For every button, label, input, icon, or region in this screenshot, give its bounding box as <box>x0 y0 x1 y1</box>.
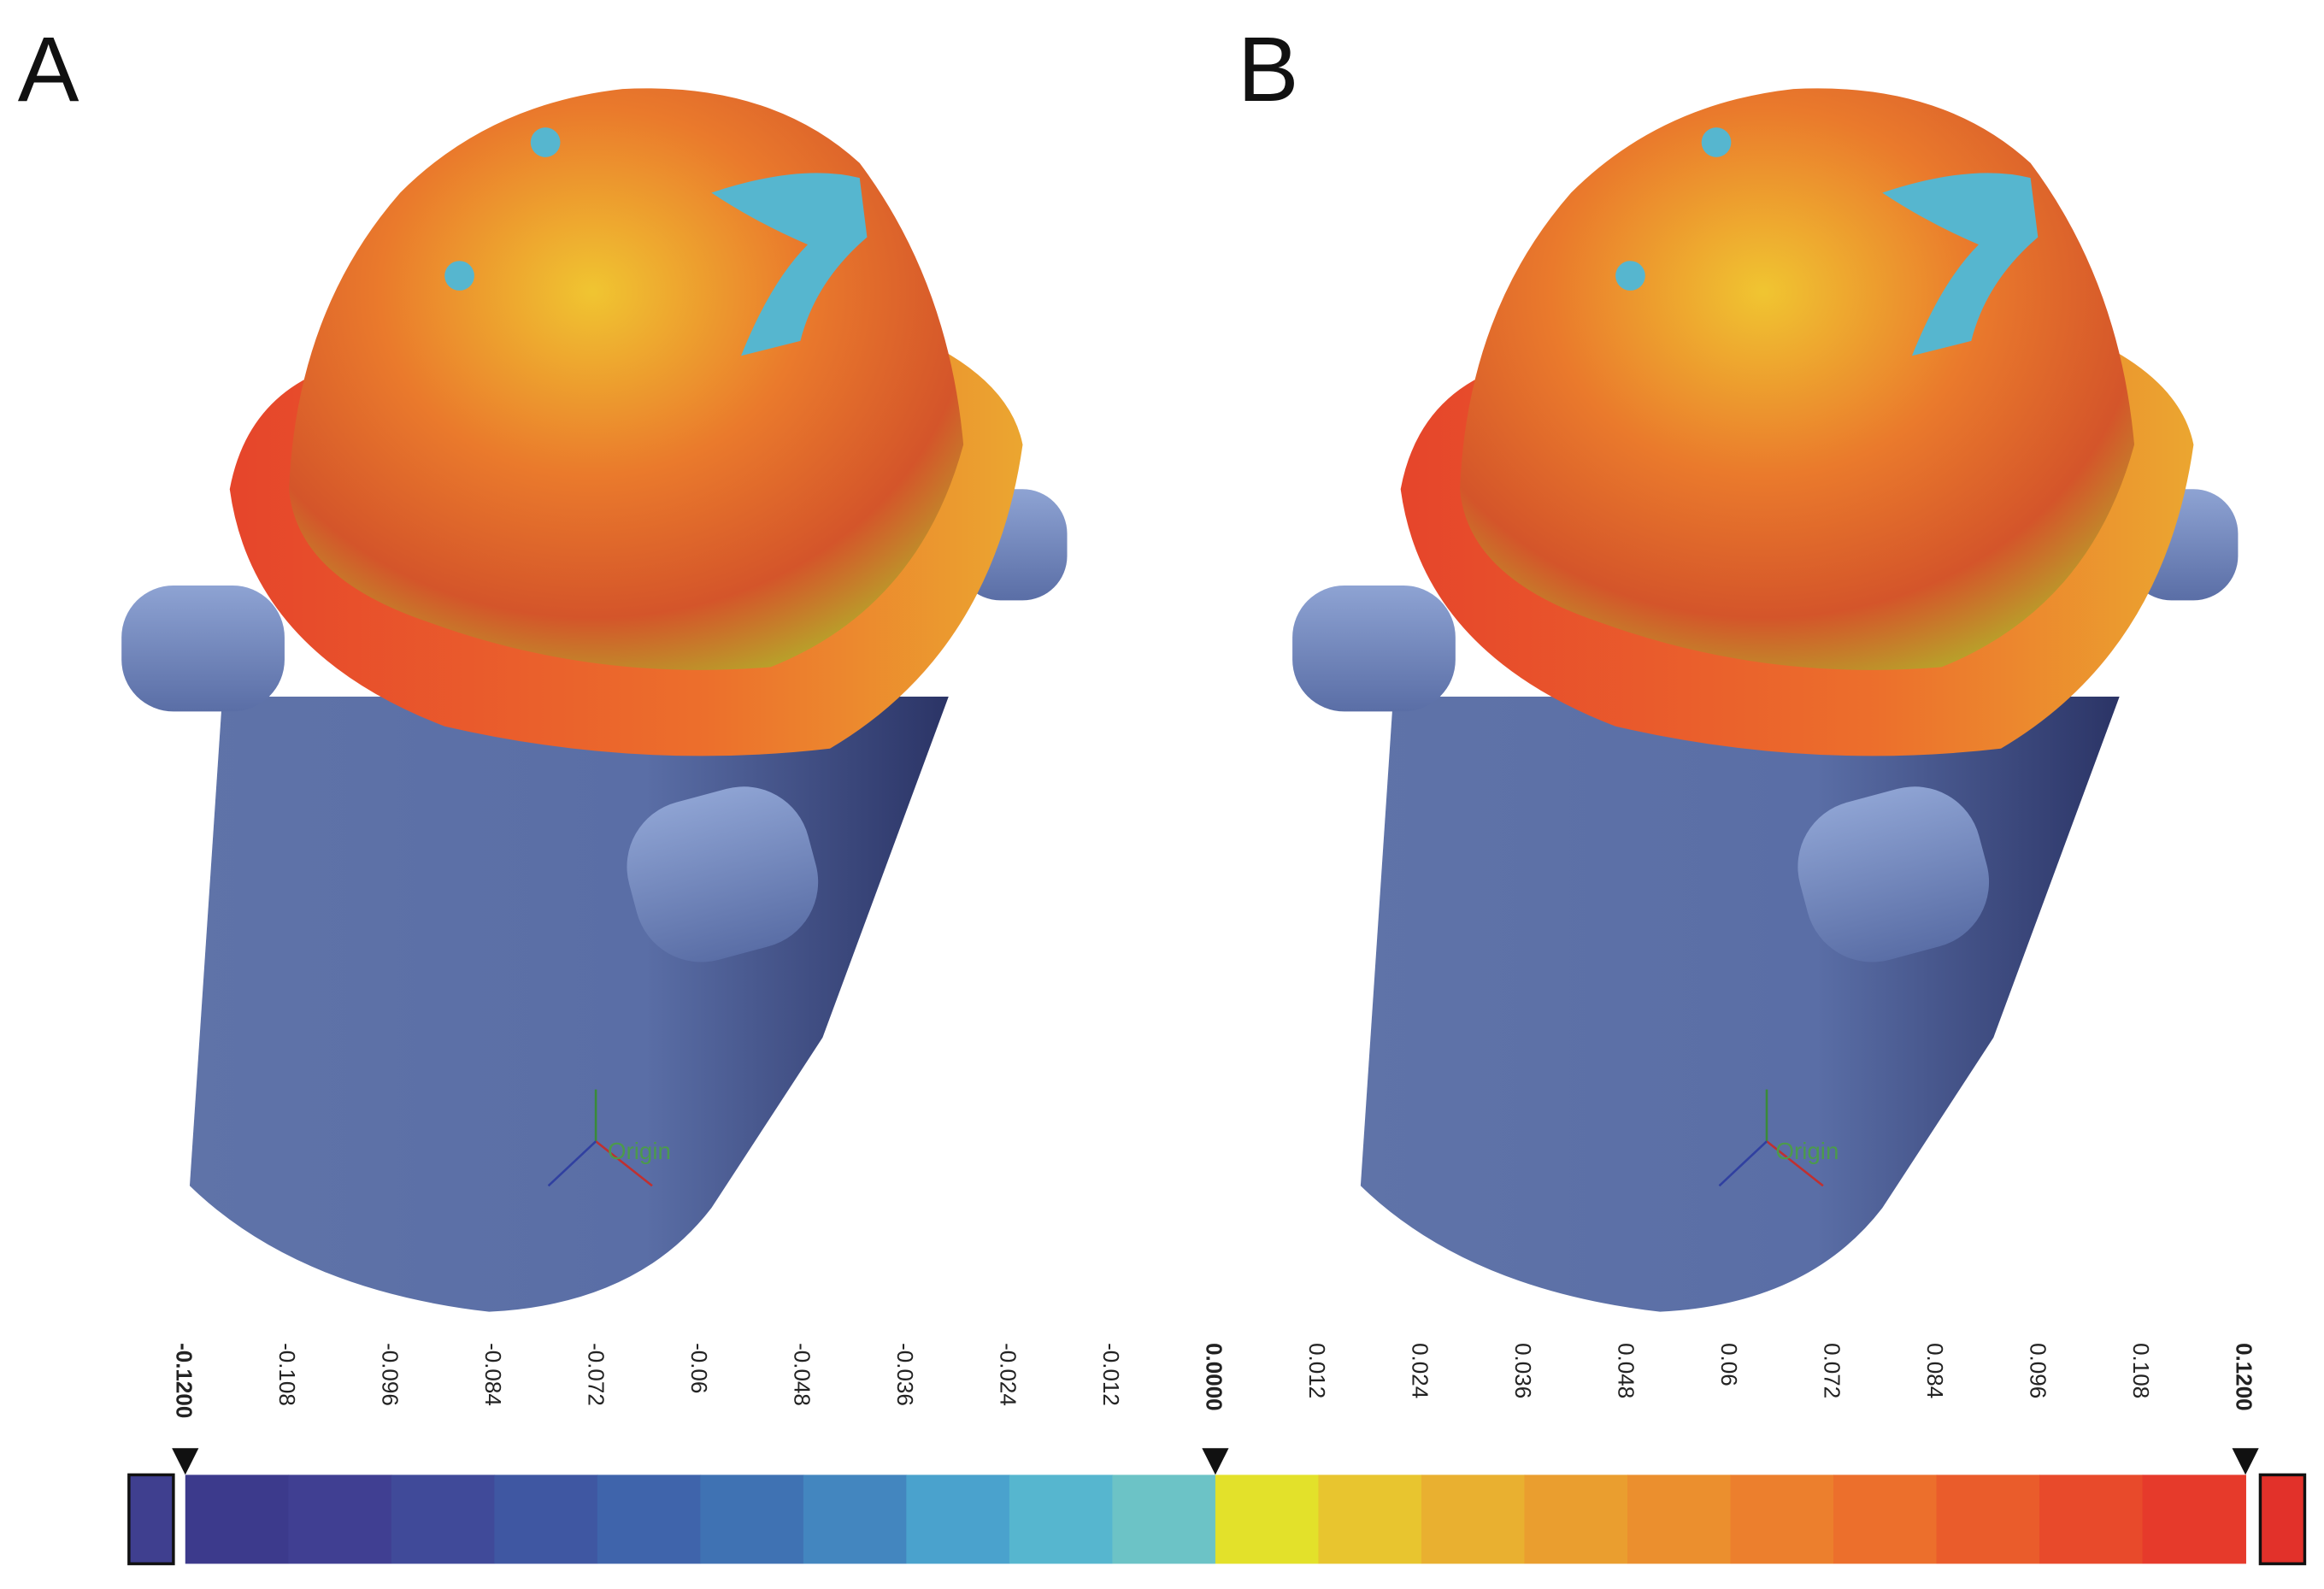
colorbar-segment <box>2039 1474 2144 1564</box>
colorbar-marker <box>172 1448 199 1475</box>
colorbar-segment <box>494 1474 598 1564</box>
colorbar-tick-label: -0.048 <box>789 1343 815 1406</box>
colorbar-tick-label: 0.1200 <box>2232 1343 2257 1411</box>
colorbar-segment <box>803 1474 908 1564</box>
colorbar-segment <box>1833 1474 1938 1564</box>
colorbar-tick-label: 0.108 <box>2128 1343 2154 1398</box>
colorbar-tick-label: -0.024 <box>995 1343 1021 1406</box>
colorbar-tick-label: 0.012 <box>1304 1343 1330 1398</box>
colorbar-segment <box>391 1474 496 1564</box>
colorbar-marker <box>1202 1448 1229 1475</box>
over-range-box <box>2258 1473 2307 1566</box>
colorbar-segment <box>906 1474 1010 1564</box>
colorbar-tick-label: -0.096 <box>377 1343 403 1406</box>
colorbar-segment <box>1936 1474 2040 1564</box>
panel-label: B <box>1238 18 1299 121</box>
colorbar-tick-label: -0.012 <box>1098 1343 1124 1406</box>
colorbar-tick-label: 0.024 <box>1408 1343 1433 1398</box>
colorbar-tick-label: 0.096 <box>2026 1343 2051 1398</box>
colorbar-tick-label: 0.084 <box>1922 1343 1948 1398</box>
colorbar-tick-label: 0.072 <box>1820 1343 1845 1398</box>
colorbar-segment <box>1215 1474 1320 1564</box>
colorbar-tick-label: -0.072 <box>583 1343 609 1406</box>
colorbar-segment <box>1627 1474 1732 1564</box>
colorbar-segment <box>597 1474 702 1564</box>
colorbar-segment <box>1524 1474 1628 1564</box>
colorbar-segment <box>1009 1474 1114 1564</box>
under-range-box <box>127 1473 175 1566</box>
colorbar-tick-label: -0.108 <box>274 1343 300 1406</box>
colorbar-segment <box>700 1474 804 1564</box>
colorbar-segment <box>1112 1474 1216 1564</box>
colorbar-segment <box>1730 1474 1834 1564</box>
colorbar-tick-label: -0.084 <box>480 1343 506 1406</box>
panel-label: A <box>18 18 79 121</box>
colorbar-segment <box>288 1474 392 1564</box>
colorbar-marker <box>2232 1448 2259 1475</box>
colorbar-tick-label: 0.036 <box>1510 1343 1536 1398</box>
colorbar-tick-label: -0.1200 <box>171 1343 197 1418</box>
colorbar-segment <box>1318 1474 1422 1564</box>
scan-render-a <box>120 87 1068 1313</box>
colorbar-segment <box>185 1474 290 1564</box>
scan-render-b <box>1291 87 2239 1313</box>
colorbar-tick-label: -0.06 <box>686 1343 712 1393</box>
colorbar-tick-label: 0.06 <box>1716 1343 1742 1386</box>
colorbar-tick-label: -0.036 <box>892 1343 918 1406</box>
colorbar-tick-label: 0.0000 <box>1202 1343 1227 1411</box>
axis-label: Origin <box>608 1138 671 1164</box>
colorbar-tick-label: 0.048 <box>1614 1343 1639 1398</box>
colorbar-segment <box>2142 1474 2246 1564</box>
colorbar: -0.1200 -0.108 -0.096 -0.084 -0.072 -0.06 -0.0… <box>127 1343 2307 1566</box>
colorbar-segment <box>1421 1474 1526 1564</box>
axis-label: Origin <box>1775 1138 1839 1164</box>
